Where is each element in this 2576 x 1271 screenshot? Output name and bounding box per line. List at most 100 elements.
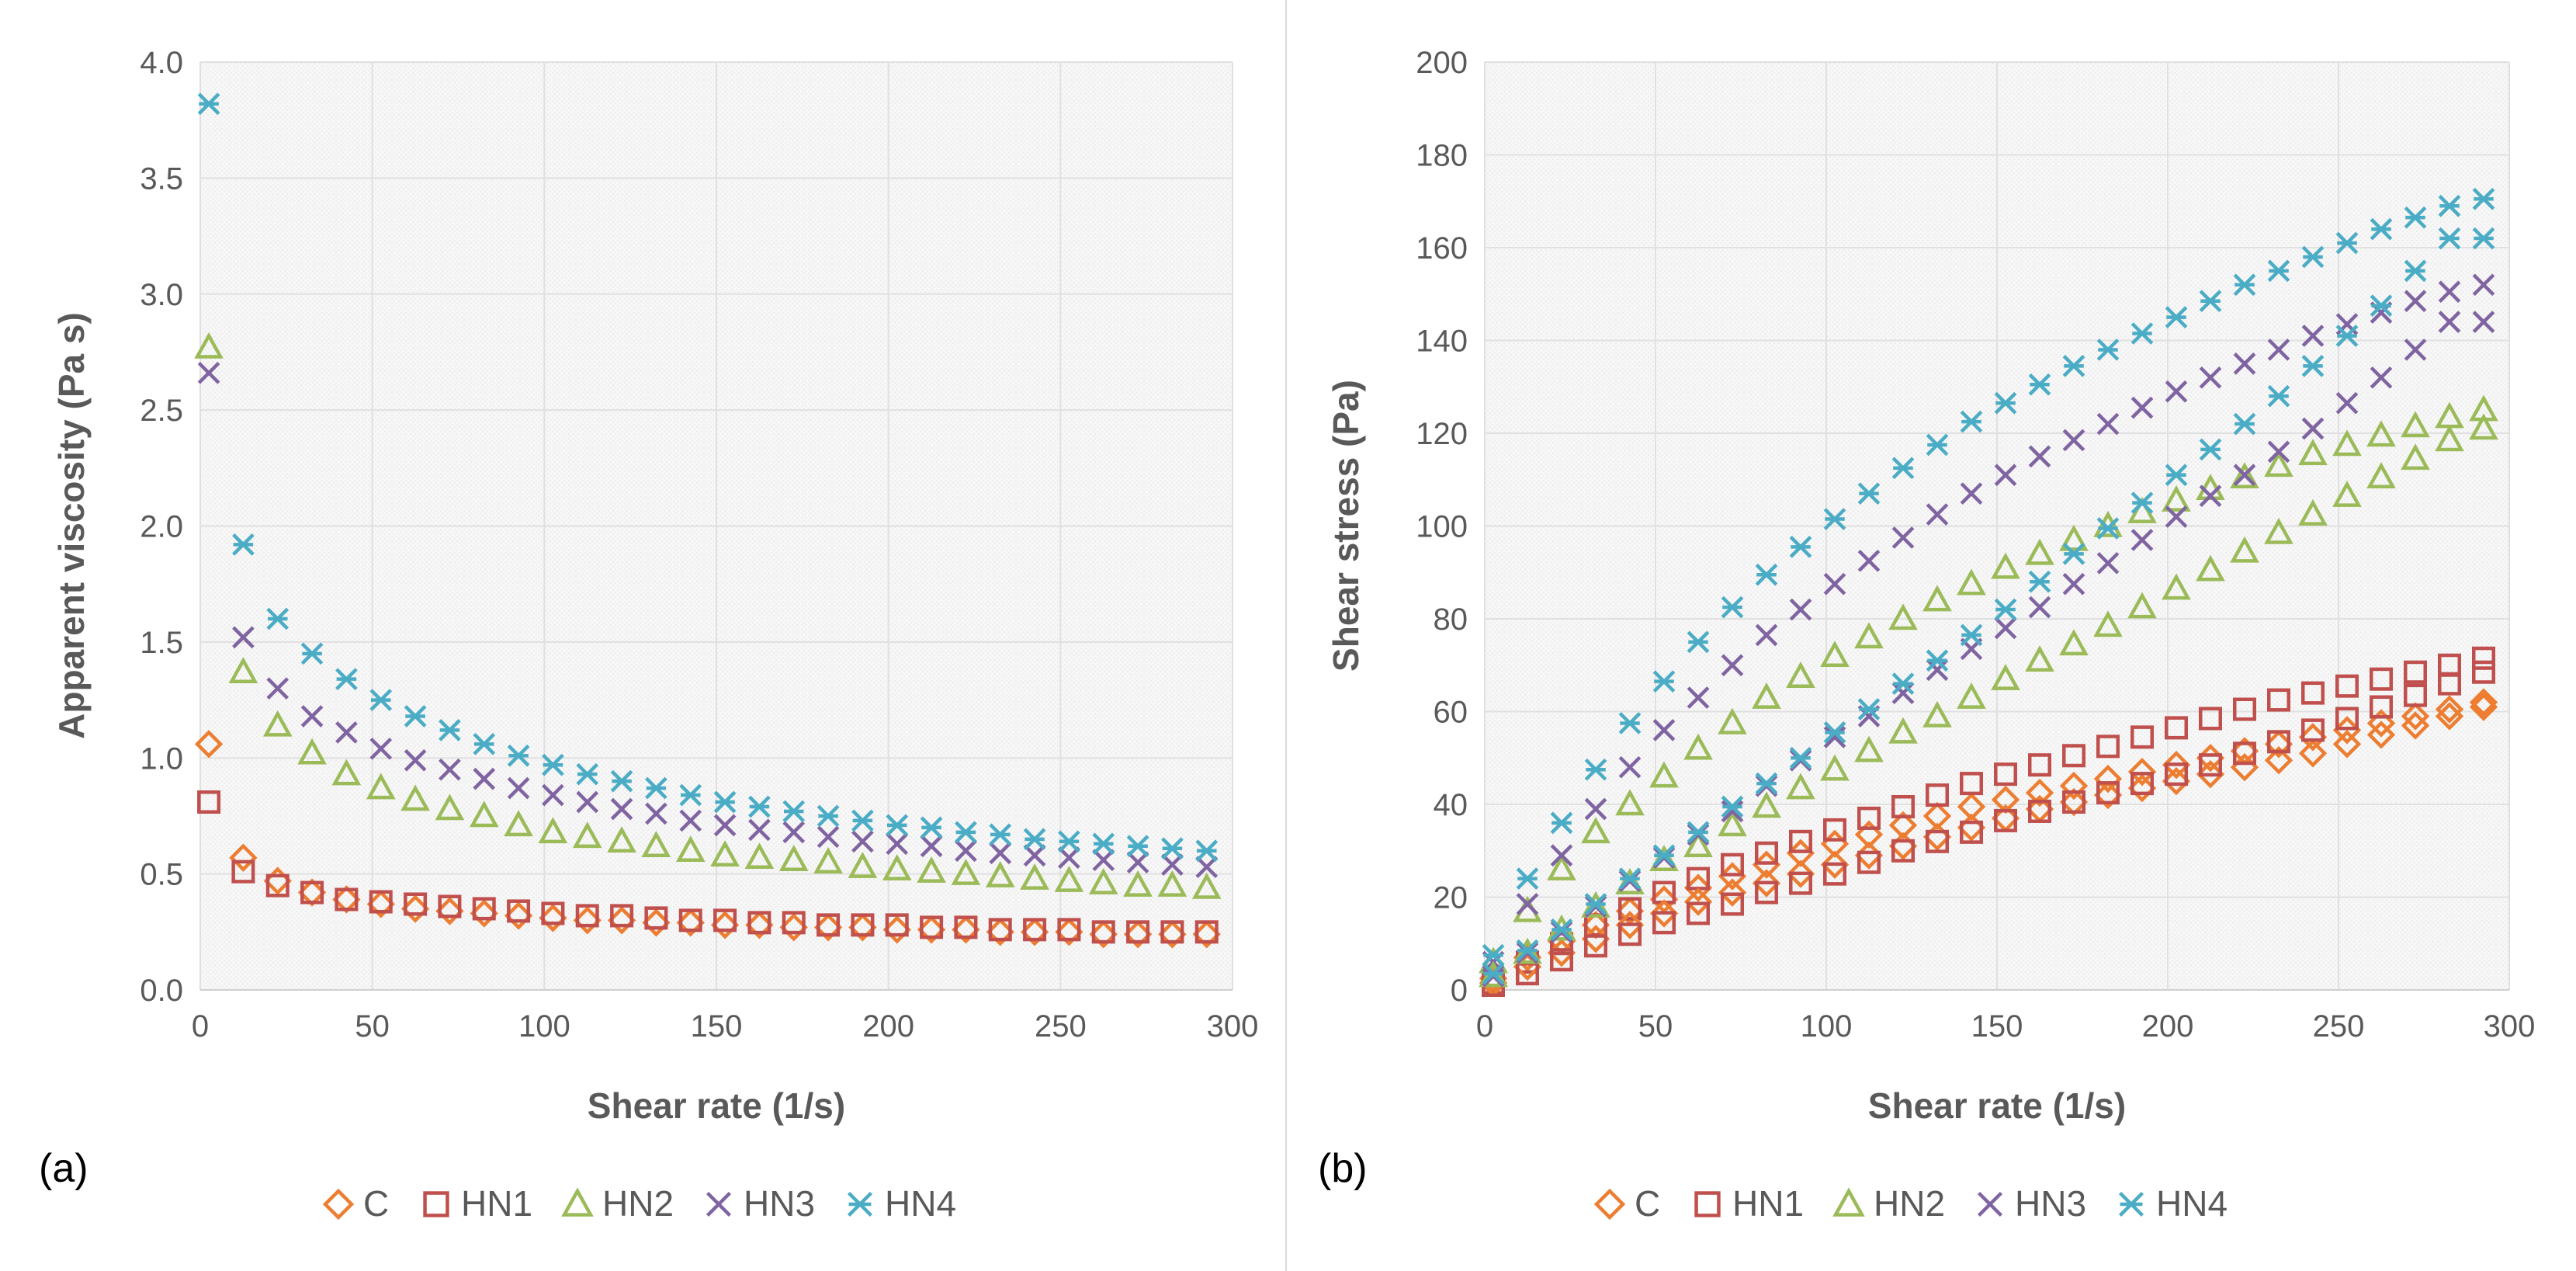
data-point	[2130, 396, 2154, 419]
data-point	[541, 901, 565, 925]
data-point	[1857, 482, 1881, 505]
x-tick-label: 150	[1971, 1009, 2023, 1044]
data-point	[1618, 755, 1642, 779]
x-tick-label: 250	[2313, 1009, 2365, 1044]
data-point	[2370, 217, 2393, 241]
data-point	[2199, 290, 2222, 313]
data-point	[1191, 872, 1222, 899]
data-point	[1195, 839, 1219, 863]
data-point	[886, 814, 909, 837]
data-point	[2199, 753, 2222, 777]
data-point	[1823, 572, 1846, 596]
data-point	[504, 810, 533, 837]
data-point	[1926, 829, 1949, 853]
data-point	[400, 894, 430, 923]
data-point	[1618, 867, 1642, 890]
data-point	[1721, 800, 1744, 823]
data-point	[1482, 943, 1505, 967]
legend-marker-star	[2118, 1191, 2144, 1217]
data-point	[1123, 870, 1153, 897]
data-point	[366, 890, 395, 919]
data-point	[404, 748, 427, 772]
data-point	[369, 689, 393, 711]
data-point	[1550, 811, 1573, 835]
series-hn1-down-	[1482, 660, 2495, 998]
series-hn4	[197, 92, 1219, 863]
data-point	[2162, 751, 2191, 780]
legend-item-hn4: HN4	[2118, 1183, 2228, 1224]
legend-item-hn4: HN4	[847, 1183, 956, 1224]
data-point	[1482, 962, 1505, 985]
data-point	[2165, 762, 2188, 787]
data-point	[1092, 832, 1115, 856]
legend-item-hn3: HN3	[1977, 1183, 2086, 1224]
data-point	[2469, 693, 2498, 721]
data-point	[473, 732, 496, 755]
data-point	[335, 887, 359, 912]
data-point	[1618, 922, 1642, 946]
legend-item-c: C	[322, 1183, 389, 1224]
legend-label: HN2	[602, 1183, 674, 1224]
data-point	[2025, 778, 2054, 807]
data-point	[848, 913, 877, 942]
data-point	[2267, 339, 2290, 361]
data-point	[2096, 339, 2120, 361]
x-tick-label: 100	[518, 1009, 570, 1044]
data-point	[848, 852, 878, 878]
data-point	[988, 918, 1012, 942]
data-point	[2332, 429, 2362, 457]
data-point	[2130, 725, 2154, 749]
data-point	[1550, 948, 1573, 972]
data-point	[1854, 622, 1884, 649]
data-point	[2130, 322, 2154, 345]
data-point	[778, 845, 809, 871]
data-point	[1755, 841, 1778, 865]
data-point	[782, 821, 806, 844]
data-point	[2438, 280, 2461, 304]
data-point	[2233, 273, 2256, 297]
data-point	[1991, 552, 2020, 579]
data-point	[404, 705, 427, 728]
data-point	[1888, 603, 1918, 630]
x-tick-label: 100	[1801, 1009, 1853, 1044]
y-axis-title: Shear stress (Pa)	[1326, 380, 1366, 672]
data-point	[2127, 773, 2157, 803]
series-hn3	[1482, 273, 2495, 974]
data-point	[2062, 543, 2085, 565]
data-point	[2267, 384, 2290, 408]
data-point	[228, 657, 258, 683]
data-point	[1615, 789, 1645, 816]
data-point	[1823, 508, 1846, 530]
y-tick-label: 4.0	[140, 46, 183, 80]
data-point	[2264, 517, 2293, 544]
data-point	[1161, 853, 1184, 877]
data-point	[1891, 457, 1915, 480]
data-point	[1994, 464, 2017, 487]
data-point	[1547, 854, 1576, 880]
data-point	[2366, 420, 2396, 447]
data-point	[851, 913, 875, 937]
data-point	[1618, 712, 1642, 734]
data-point	[1926, 433, 1949, 457]
data-point	[2264, 450, 2293, 477]
data-point	[2028, 445, 2051, 468]
data-point	[641, 831, 671, 858]
data-point	[679, 809, 702, 832]
data-point	[297, 738, 327, 765]
series-hn2	[194, 332, 1222, 899]
legend-label: HN4	[2156, 1183, 2228, 1224]
data-point	[1854, 735, 1884, 762]
chart-panel-a: 0.0 0.5 1.0 1.5 2.0 2.5 3.0 3.5 4.0 0 50 100 150 200…	[0, 0, 1287, 1271]
data-point	[2366, 462, 2396, 489]
data-point	[2301, 681, 2325, 705]
data-point	[1581, 817, 1610, 844]
data-point	[507, 776, 530, 800]
data-point	[1820, 754, 1850, 781]
data-point	[2404, 660, 2427, 684]
data-point	[1721, 596, 1744, 619]
data-point	[1823, 818, 1846, 842]
data-point	[2233, 412, 2256, 436]
data-point	[2025, 538, 2054, 565]
legend-marker-x	[1977, 1191, 2003, 1217]
data-point	[2230, 536, 2259, 563]
